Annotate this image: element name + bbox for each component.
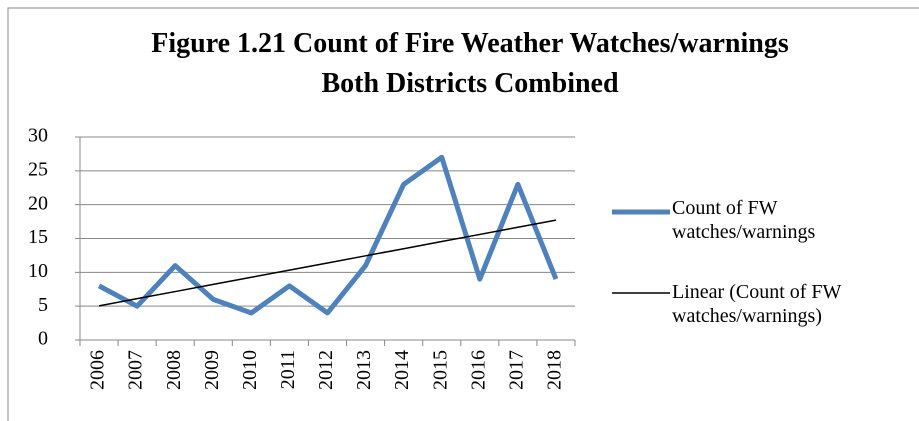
x-tick-label: 2010 [239, 350, 261, 390]
chart-border [7, 7, 919, 421]
y-tick-label: 15 [28, 226, 48, 248]
y-tick-label: 0 [38, 328, 48, 350]
x-tick-label: 2008 [163, 350, 185, 390]
legend-label: Linear (Count of FW watches/warnings) [672, 281, 842, 327]
y-tick-label: 5 [38, 294, 48, 316]
series-line [97, 154, 559, 316]
chart-title: Figure 1.21 Count of Fire Weather Watche… [151, 28, 789, 99]
y-tick-label: 30 [28, 125, 48, 147]
x-tick-label: 2015 [429, 350, 451, 390]
x-tick-label: 2009 [201, 350, 223, 390]
y-tick-label: 20 [28, 192, 48, 214]
x-tick-label: 2012 [315, 350, 337, 390]
x-tick-label: 2011 [277, 350, 299, 389]
x-tick-label: 2016 [467, 350, 489, 390]
series-line [98, 219, 557, 307]
legend-label: Count of FW watches/warnings [672, 197, 816, 243]
y-tick-label: 10 [28, 260, 48, 282]
x-tick-label: 2014 [391, 350, 413, 390]
title-box: Figure 1.21 Count of Fire Weather Watche… [120, 24, 820, 104]
x-tick-label: 2013 [353, 350, 375, 390]
x-tick-label: 2006 [87, 350, 109, 390]
x-tick-label: 2018 [544, 350, 566, 390]
x-tick-label: 2007 [125, 350, 147, 390]
x-tick-label: 2017 [505, 350, 527, 390]
y-tick-label: 25 [28, 158, 48, 180]
